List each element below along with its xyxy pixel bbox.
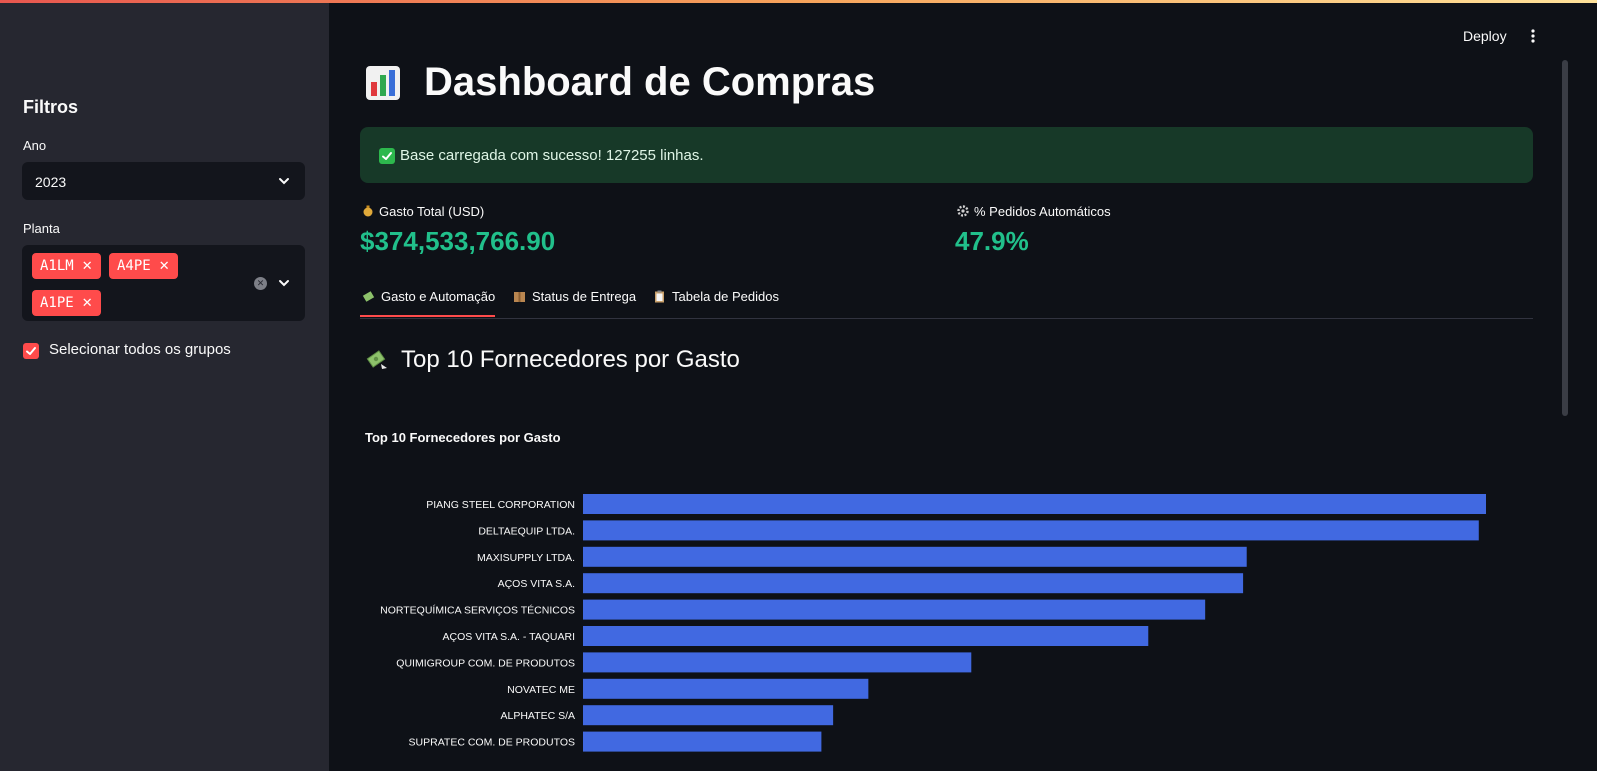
tab-gasto-automacao[interactable]: Gasto e Automação bbox=[362, 289, 495, 304]
chevron-down-icon[interactable] bbox=[277, 276, 291, 290]
bar-label: ALPHATEC S/A bbox=[501, 710, 576, 722]
bar-label: AÇOS VITA S.A. - TAQUARI bbox=[443, 631, 575, 643]
tag-label: A1PE bbox=[40, 295, 74, 311]
sidebar: Filtros Ano 2023 Planta A1LM ✕ A4PE ✕ A1PE… bbox=[0, 3, 329, 771]
bar-label: SUPRATEC COM. DE PRODUTOS bbox=[409, 737, 575, 749]
chart-title: Top 10 Fornecedores por Gasto bbox=[365, 430, 561, 445]
tab-status-entrega[interactable]: Status de Entrega bbox=[513, 289, 636, 304]
remove-tag-icon[interactable]: ✕ bbox=[158, 258, 170, 273]
bar-label: NORTEQUÍMICA SERVIÇOS TÉCNICOS bbox=[380, 604, 575, 617]
bar[interactable] bbox=[583, 678, 869, 699]
ano-label: Ano bbox=[23, 138, 47, 153]
clipboard-icon bbox=[655, 290, 664, 303]
more-options-icon[interactable] bbox=[1529, 28, 1537, 44]
section-title: Top 10 Fornecedores por Gasto bbox=[366, 346, 740, 374]
section-title-text: Top 10 Fornecedores por Gasto bbox=[401, 346, 740, 373]
ano-select[interactable]: 2023 bbox=[22, 162, 305, 200]
tag-a4pe: A4PE ✕ bbox=[109, 253, 178, 279]
tab-label: Gasto e Automação bbox=[381, 289, 496, 304]
bar[interactable] bbox=[583, 573, 1244, 594]
bar-label: DELTAEQUIP LTDA. bbox=[478, 525, 575, 537]
bar[interactable] bbox=[583, 626, 1149, 646]
scrollbar-thumb[interactable] bbox=[1562, 60, 1568, 416]
tag-label: A4PE bbox=[117, 258, 151, 274]
bar-label: QUIMIGROUP COM. DE PRODUTOS bbox=[396, 657, 575, 669]
planta-multiselect[interactable]: A1LM ✕ A4PE ✕ A1PE ✕ ✕ bbox=[22, 245, 305, 321]
tab-tabela-pedidos[interactable]: Tabela de Pedidos bbox=[653, 289, 779, 304]
bar[interactable] bbox=[583, 546, 1247, 567]
tab-bar: Gasto e Automação Status de Entrega Tabe… bbox=[360, 286, 1533, 319]
package-icon bbox=[514, 292, 525, 302]
metric-automaticos-value: 47.9% bbox=[955, 226, 1029, 256]
bar[interactable] bbox=[583, 705, 834, 726]
tab-label: Status de Entrega bbox=[532, 289, 637, 304]
alert-message: Base carregada com sucesso! 127255 linha… bbox=[400, 147, 704, 164]
page-title: Dashboard de Compras bbox=[366, 60, 875, 105]
bar-chart-svg: PIANG STEEL CORPORATION DELTAEQUIP LTDA. M… bbox=[380, 494, 1486, 752]
select-all-label[interactable]: Selecionar todos os grupos bbox=[49, 341, 231, 358]
deploy-button[interactable]: Deploy bbox=[1463, 28, 1507, 44]
planta-label: Planta bbox=[23, 221, 60, 236]
metric-label-text: Gasto Total (USD) bbox=[379, 204, 485, 219]
bar[interactable] bbox=[583, 599, 1206, 620]
metric-automaticos-label: % Pedidos Automáticos bbox=[957, 204, 1111, 219]
bar[interactable] bbox=[583, 520, 1479, 541]
active-tab-indicator bbox=[360, 315, 495, 317]
clear-all-icon[interactable]: ✕ bbox=[254, 277, 267, 290]
bar-label: NOVATEC ME bbox=[507, 684, 575, 696]
ano-value: 2023 bbox=[35, 174, 67, 190]
metric-gasto-value: $374,533,766.90 bbox=[360, 226, 556, 256]
bar-chart: PIANG STEEL CORPORATION DELTAEQUIP LTDA. M… bbox=[360, 490, 1540, 760]
select-all-checkbox[interactable] bbox=[23, 343, 39, 359]
bar-label: MAXISUPPLY LTDA. bbox=[477, 552, 575, 564]
bar[interactable] bbox=[583, 731, 822, 752]
bar[interactable] bbox=[583, 494, 1486, 514]
bar-label: AÇOS VITA S.A. bbox=[498, 578, 575, 590]
tab-label: Tabela de Pedidos bbox=[672, 289, 779, 304]
page-title-text: Dashboard de Compras bbox=[424, 60, 876, 104]
top-accent-bar bbox=[0, 0, 1597, 3]
tag-a1pe: A1PE ✕ bbox=[32, 290, 101, 316]
sidebar-title: Filtros bbox=[23, 97, 79, 117]
success-alert: Base carregada com sucesso! 127255 linha… bbox=[360, 127, 1533, 183]
remove-tag-icon[interactable]: ✕ bbox=[81, 258, 93, 273]
bar[interactable] bbox=[583, 652, 972, 673]
money-wings-icon bbox=[366, 350, 387, 369]
tag-a1lm: A1LM ✕ bbox=[32, 253, 101, 279]
bar-chart-icon bbox=[366, 65, 400, 100]
metric-label-text: % Pedidos Automáticos bbox=[974, 204, 1111, 219]
check-icon bbox=[379, 148, 395, 164]
gear-icon bbox=[957, 205, 969, 217]
money-wings-icon bbox=[362, 291, 375, 302]
chevron-down-icon bbox=[277, 174, 291, 188]
money-bag-icon bbox=[363, 205, 373, 217]
remove-tag-icon[interactable]: ✕ bbox=[81, 295, 93, 310]
metric-gasto-label: Gasto Total (USD) bbox=[362, 204, 484, 219]
tag-label: A1LM bbox=[40, 258, 74, 274]
bar-label: PIANG STEEL CORPORATION bbox=[426, 499, 575, 511]
